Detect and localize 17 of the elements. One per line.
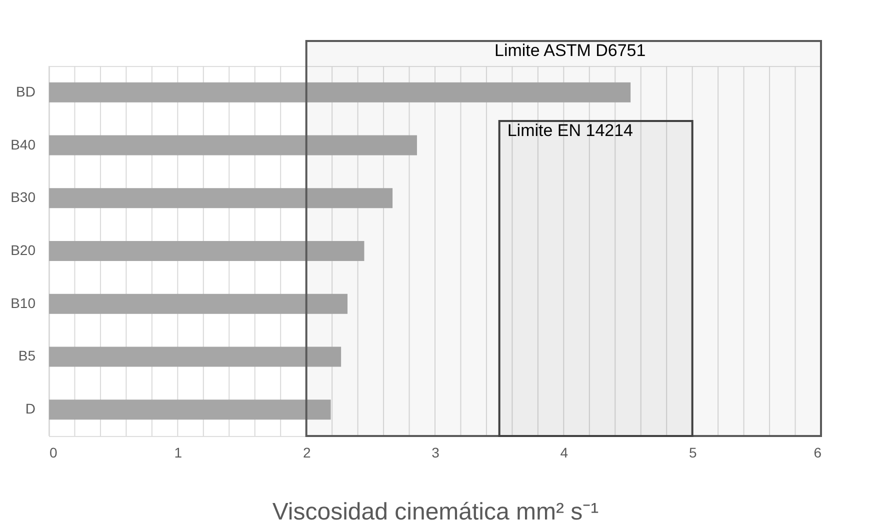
y-tick-label: B10 [10,294,36,311]
x-tick-label: 5 [688,444,697,460]
x-tick-label: 3 [432,444,440,460]
band-label: Limite ASTM D6751 [494,41,646,60]
y-tick-label: B40 [10,136,36,152]
y-tick-label: B30 [10,189,36,206]
x-tick-label: 1 [174,444,182,460]
x-tick-label: 6 [814,444,822,460]
y-tick-label: B20 [10,242,36,258]
y-tick-label: D [25,400,36,417]
y-tick-label: B5 [18,348,36,364]
x-axis-title: Viscosidad cinemática mm² s⁻¹ [272,498,599,526]
y-tick-label: BD [16,83,36,100]
x-tick-label: 4 [560,444,568,460]
x-tick-label: 2 [302,444,311,460]
x-tick-label: 0 [50,444,58,460]
band-label: Limite EN 14214 [507,121,634,140]
